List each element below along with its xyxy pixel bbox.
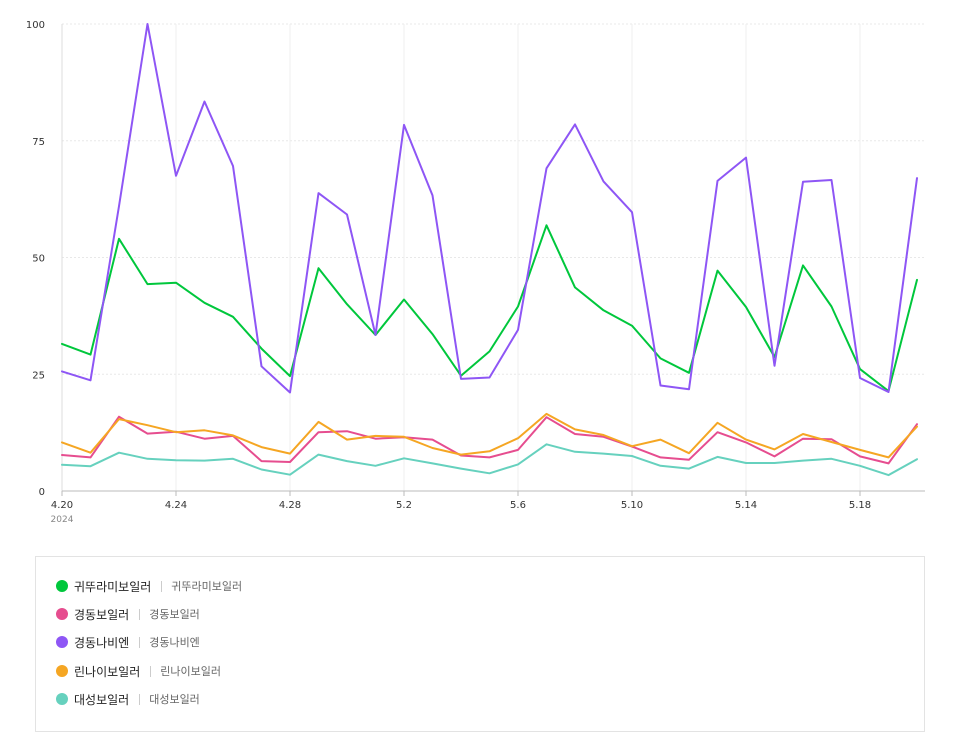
legend-separator	[139, 608, 141, 620]
legend-sub-label-series-1: 경동보일러	[149, 608, 200, 621]
legend-item-series-3[interactable]: 린나이보일러 린나이보일러	[56, 661, 221, 681]
x-tick-label: 5.14	[735, 500, 757, 511]
legend-dot-series-4	[56, 693, 68, 705]
x-tick-label: 5.10	[621, 500, 643, 511]
legend-label-series-4: 대성보일러	[74, 692, 130, 707]
legend-dot-series-2	[56, 636, 68, 648]
x-tick-label: 4.28	[279, 500, 301, 511]
legend-label-series-2: 경동나비엔	[74, 635, 130, 650]
legend-dot-series-3	[56, 665, 68, 677]
y-tick-label: 50	[32, 254, 45, 265]
legend-sub-label-series-3: 린나이보일러	[160, 665, 221, 678]
x-tick-label: 5.18	[849, 500, 871, 511]
legend-sub-label-series-0: 귀뚜라미보일러	[171, 580, 243, 593]
axes: 0 25 50 75 100 4.20 4.24 4.28 5.2 5.6 5.10 5.14 5.18…	[26, 20, 925, 525]
legend-separator	[139, 693, 141, 705]
x-tick-label: 5.6	[510, 500, 526, 511]
x-tick-label: 4.24	[165, 500, 187, 511]
legend: 귀뚜라미보일러 귀뚜라미보일러 경동보일러 경동보일러 경동나비엔 경동나비엔 …	[35, 556, 925, 732]
series-line-3	[61, 412, 918, 459]
y-tick-label: 100	[26, 20, 45, 31]
line-chart: 0 25 50 75 100 4.20 4.24 4.28 5.2 5.6 5.10 5.14 5.18…	[26, 20, 925, 525]
legend-sub-label-series-4: 대성보일러	[149, 693, 200, 706]
legend-item-series-2[interactable]: 경동나비엔 경동나비엔	[56, 632, 200, 652]
legend-item-series-4[interactable]: 대성보일러 대성보일러	[56, 689, 200, 709]
legend-sub-label-series-2: 경동나비엔	[149, 636, 200, 649]
legend-separator	[139, 636, 141, 648]
x-tick-label: 5.2	[396, 500, 412, 511]
legend-item-series-0[interactable]: 귀뚜라미보일러 귀뚜라미보일러	[56, 576, 242, 596]
x-year-label: 2024	[51, 515, 74, 525]
y-tick-label: 0	[39, 487, 45, 498]
legend-separator	[150, 665, 152, 677]
x-tick-label: 4.20	[51, 500, 73, 511]
legend-item-series-1[interactable]: 경동보일러 경동보일러	[56, 604, 200, 624]
grid	[61, 23, 925, 491]
legend-label-series-1: 경동보일러	[74, 607, 130, 622]
series-line-1	[61, 415, 918, 465]
series-line-0	[61, 224, 918, 393]
legend-dot-series-0	[56, 580, 68, 592]
legend-label-series-3: 린나이보일러	[74, 664, 141, 679]
series-lines	[61, 23, 918, 477]
legend-separator	[161, 580, 163, 592]
y-tick-label: 25	[32, 370, 45, 381]
legend-label-series-0: 귀뚜라미보일러	[74, 579, 152, 594]
series-line-4	[61, 443, 918, 477]
legend-dot-series-1	[56, 608, 68, 620]
y-tick-label: 75	[32, 137, 45, 148]
series-line-2	[61, 23, 918, 394]
